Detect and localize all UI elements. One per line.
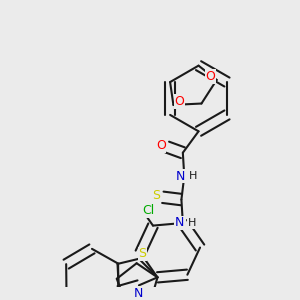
Text: H: H [189, 171, 198, 181]
Text: N: N [175, 217, 184, 230]
Text: S: S [153, 189, 160, 203]
Text: O: O [206, 70, 215, 83]
Text: S: S [138, 247, 146, 260]
Text: Cl: Cl [142, 205, 154, 218]
Text: H: H [188, 218, 196, 228]
Text: O: O [175, 95, 184, 108]
Text: O: O [156, 139, 166, 152]
Text: N: N [176, 170, 185, 183]
Text: N: N [134, 287, 144, 300]
